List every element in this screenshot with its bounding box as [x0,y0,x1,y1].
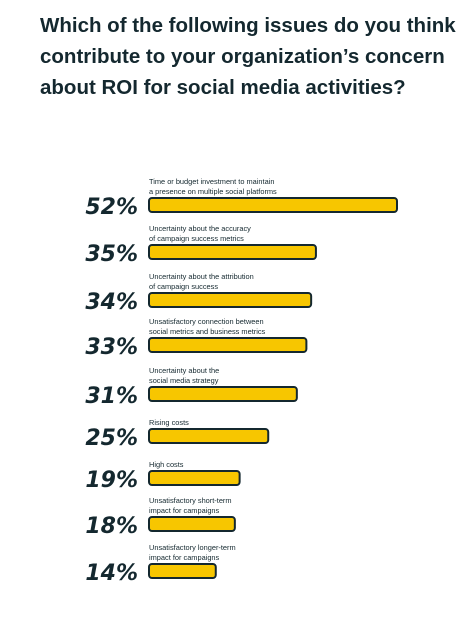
value-label: 14% [85,561,138,586]
bar [148,563,217,579]
value-label: 31% [85,384,138,409]
category-label: Unsatisfactory connection between [149,317,264,326]
bar [148,470,241,486]
category-label: of campaign success [149,282,218,291]
category-label: High costs [149,460,184,469]
category-label: Uncertainty about the attribution [149,272,254,281]
category-label: of campaign success metrics [149,234,244,243]
category-label: impact for campaigns [149,553,220,562]
category-label: social media strategy [149,376,219,385]
value-label: 35% [85,242,138,267]
bar [148,197,398,213]
bar [148,386,298,402]
value-label: 18% [85,514,138,539]
bar [148,244,317,260]
bar-row: High costs 19% [85,460,241,493]
category-label: Unsatisfactory longer-term [149,543,236,552]
bar [148,292,313,308]
value-label: 33% [85,335,138,360]
category-label: social metrics and business metrics [149,327,266,336]
value-label: 25% [85,426,138,451]
chart-title: Which of the following issues do you thi… [40,14,456,99]
bar-row: Rising costs 25% [85,418,270,451]
category-label: Rising costs [149,418,189,427]
category-label: impact for campaigns [149,506,220,515]
category-label: Uncertainty about the [149,366,219,375]
category-label: Unsatisfactory short-term [149,496,232,505]
bar [148,428,270,444]
bar [148,337,308,353]
value-label: 19% [85,468,138,493]
category-label: Uncertainty about the accuracy [149,224,251,233]
value-label: 34% [85,290,138,315]
category-label: a presence on multiple social platforms [149,187,277,196]
value-label: 52% [85,195,138,220]
bar-row: Unsatisfactory connection betweensocial … [85,317,308,360]
category-label: Time or budget investment to maintain [149,177,274,186]
bar [148,516,236,532]
